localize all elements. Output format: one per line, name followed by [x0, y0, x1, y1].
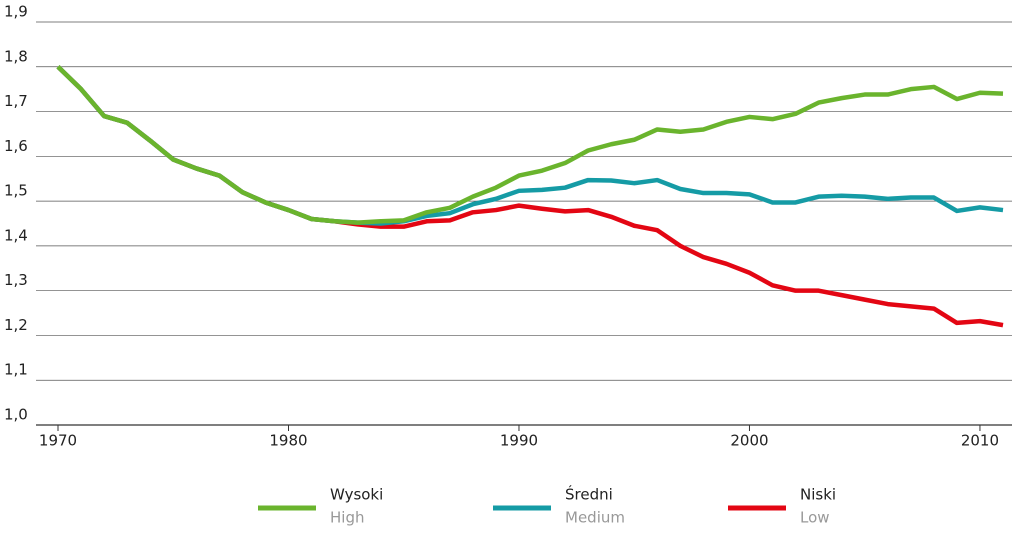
x-tick-label: 2010	[961, 432, 999, 450]
y-tick-label: 1,0	[4, 406, 28, 424]
series-line	[56, 65, 1004, 225]
y-tick-label: 1,1	[4, 361, 28, 379]
legend-label: Średni	[565, 485, 613, 504]
y-tick-label: 1,7	[4, 92, 28, 110]
y-tick-label: 1,5	[4, 182, 28, 200]
y-tick-label: 1,9	[4, 3, 28, 21]
series-line	[56, 65, 1004, 226]
legend-label-en: High	[330, 509, 364, 527]
y-tick-label: 1,4	[4, 226, 28, 244]
y-tick-label: 1,6	[4, 137, 28, 155]
x-tick-label: 2000	[730, 432, 768, 450]
legend-label: Wysoki	[330, 486, 383, 504]
legend-label-en: Low	[800, 509, 830, 527]
x-tick-label: 1970	[39, 432, 77, 450]
y-tick-label: 1,3	[4, 271, 28, 289]
y-tick-label: 1,2	[4, 316, 28, 334]
x-tick-label: 1990	[500, 432, 538, 450]
y-tick-label: 1,8	[4, 47, 28, 65]
legend-label: Niski	[800, 486, 836, 504]
x-tick-label: 1980	[269, 432, 307, 450]
legend-label-en: Medium	[565, 509, 625, 527]
